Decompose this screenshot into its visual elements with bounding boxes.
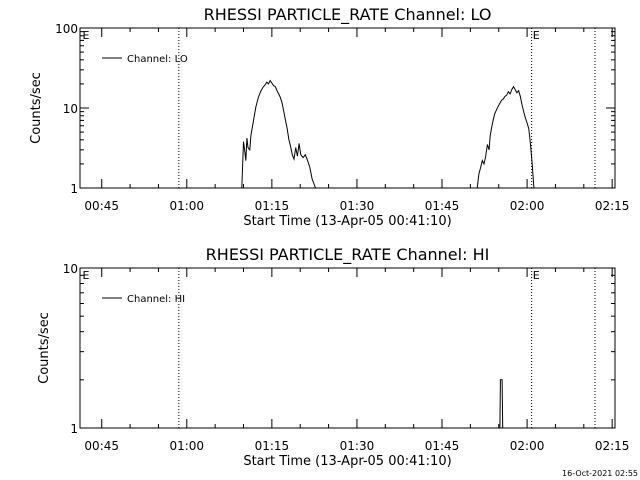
y-tick-label: 10 — [63, 102, 78, 116]
x-tick-label: 02:00 — [510, 199, 545, 213]
event-marker-label: E — [82, 269, 89, 282]
plot-frame — [79, 267, 616, 429]
x-tick-label: 02:00 — [510, 439, 545, 453]
x-tick-label: 01:15 — [255, 439, 290, 453]
x-tick-label: 01:30 — [340, 199, 375, 213]
x-tick-label: 02:15 — [595, 199, 630, 213]
y-axis-label: Counts/sec — [37, 312, 52, 384]
x-axis-label: Start Time (13-Apr-05 00:41:10) — [243, 214, 451, 229]
x-tick-label: 02:15 — [595, 439, 630, 453]
series-line — [241, 79, 316, 189]
event-marker-label: E — [533, 269, 540, 282]
panel-hi-channel: RHESSI PARTICLE_RATE Channel: HI 1 10 00:45… — [37, 245, 629, 469]
footer-timestamp: 16-Oct-2021 02:55 — [562, 469, 638, 478]
series-line — [498, 379, 505, 429]
x-tick-label: 01:45 — [425, 439, 460, 453]
panel-lo-channel: RHESSI PARTICLE_RATE Channel: LO 1 10 100 00… — [29, 5, 629, 229]
series-line — [476, 85, 535, 189]
plot-frame — [79, 27, 616, 189]
x-tick-label: 01:30 — [340, 439, 375, 453]
x-axis-label: Start Time (13-Apr-05 00:41:10) — [243, 454, 451, 469]
legend-entry: Channel: LO — [127, 54, 188, 65]
y-axis-label: Counts/sec — [29, 72, 44, 144]
x-tick-label: 00:45 — [84, 199, 119, 213]
y-tick-label: 100 — [55, 22, 78, 36]
x-tick-label: 00:45 — [84, 439, 119, 453]
x-tick-label: 01:45 — [425, 199, 460, 213]
y-tick-label: 10 — [63, 262, 78, 276]
event-marker-label: E — [533, 29, 540, 42]
event-marker-label: E — [82, 29, 89, 42]
chart-title: RHESSI PARTICLE_RATE Channel: HI — [206, 245, 490, 265]
y-tick-label: 1 — [70, 182, 78, 196]
legend-entry: Channel: HI — [127, 294, 185, 305]
y-tick-label: 1 — [70, 422, 78, 436]
x-tick-label: 01:00 — [169, 439, 204, 453]
x-tick-label: 01:15 — [255, 199, 290, 213]
x-tick-label: 01:00 — [169, 199, 204, 213]
chart-title: RHESSI PARTICLE_RATE Channel: LO — [204, 5, 492, 25]
